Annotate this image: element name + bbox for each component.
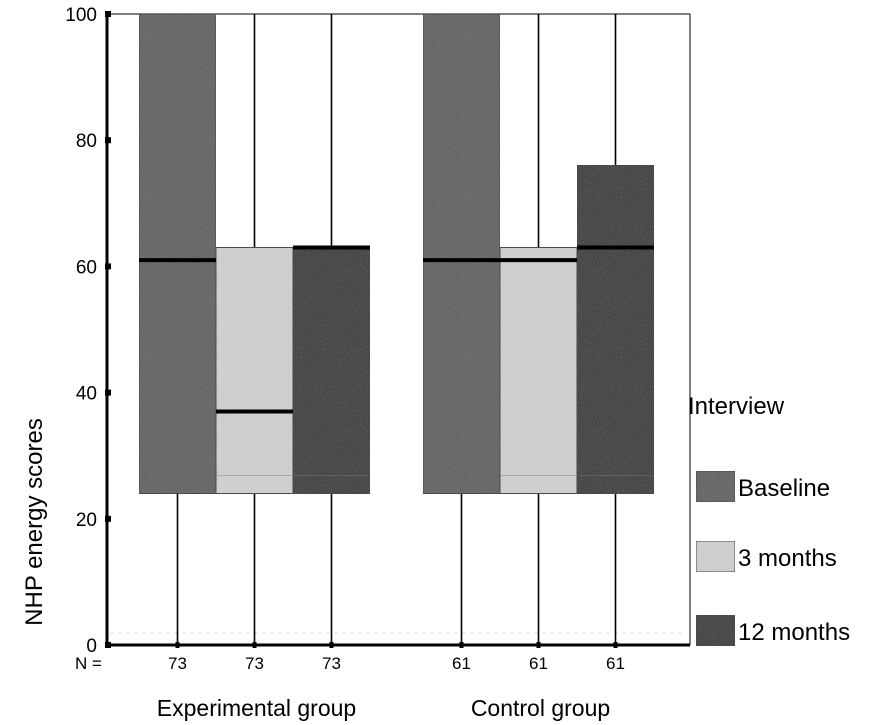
y-tick-mark: [105, 642, 111, 648]
n-prefix: N =: [75, 654, 102, 673]
box-12-months: [292, 246, 371, 495]
y-tick-label: 0: [86, 636, 97, 657]
n-value: 73: [168, 654, 187, 673]
legend-label: 12 months: [738, 619, 850, 646]
n-value: 73: [245, 654, 264, 673]
legend: Interview Baseline 3 months 12 months: [688, 393, 850, 647]
legend-swatch: [695, 470, 736, 503]
y-tick-mark: [105, 515, 111, 522]
legend-label: Baseline: [738, 475, 830, 502]
y-axis-title: NHP energy scores: [21, 418, 48, 626]
n-labels: N = 73 73 73 61 61 61: [75, 654, 625, 673]
y-tick-label: 60: [76, 257, 97, 278]
y-tick-label: 100: [65, 5, 97, 26]
n-value: 73: [322, 654, 341, 673]
box-baseline: [138, 13, 217, 495]
y-tick-label: 80: [76, 131, 97, 152]
group-label: Control group: [471, 695, 610, 721]
group-label: Experimental group: [157, 695, 356, 721]
y-axis: 0 20 40 60 80 100: [65, 5, 111, 657]
boxes: [138, 13, 655, 495]
legend-label: 3 months: [738, 545, 837, 572]
box-3-months: [499, 246, 578, 495]
box-baseline: [422, 13, 501, 495]
y-tick-label: 40: [76, 384, 97, 405]
whiskers: [176, 14, 617, 645]
n-value: 61: [452, 654, 471, 673]
n-value: 61: [529, 654, 548, 673]
legend-swatch: [695, 540, 736, 573]
box-3-months: [215, 246, 294, 495]
box-12-months: [576, 164, 655, 495]
y-tick-mark: [105, 137, 111, 144]
group-labels: Experimental group Control group: [157, 695, 610, 721]
legend-title: Interview: [688, 393, 785, 420]
y-tick-label: 20: [76, 510, 97, 531]
y-tick-mark: [105, 11, 111, 17]
n-value: 61: [606, 654, 625, 673]
legend-swatch: [695, 614, 736, 647]
y-tick-mark: [105, 389, 111, 396]
y-tick-mark: [105, 263, 111, 270]
